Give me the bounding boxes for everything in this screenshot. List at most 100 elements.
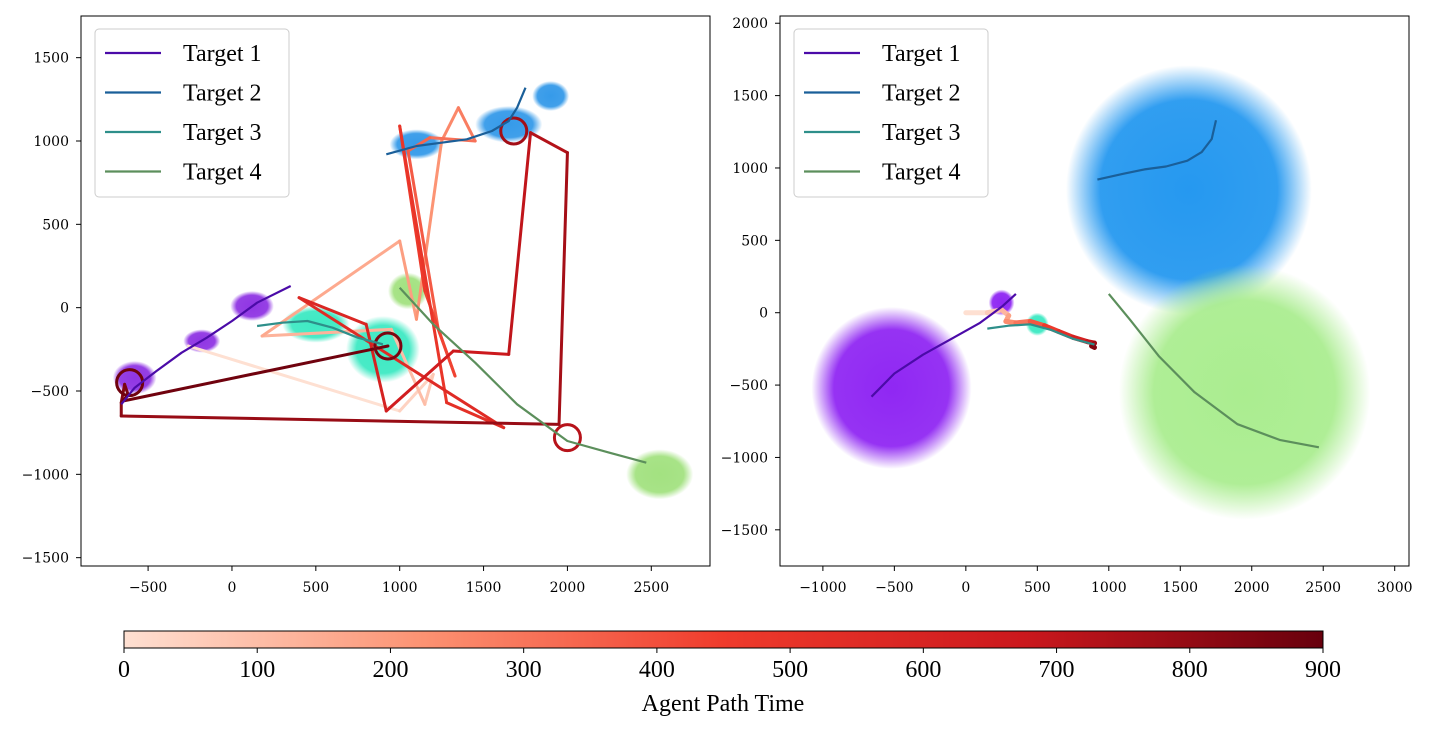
- uncertainty-blob-target-4: [1118, 264, 1371, 520]
- colorbar-tick-label: 400: [639, 657, 675, 683]
- right-y-ticks: −1500 −1000 −500 0 500 1000 1500 2000: [721, 16, 780, 539]
- right-x-ticks: −1000 −500 0 500 1000 1500 2000 2500 3000: [799, 566, 1413, 596]
- colorbar-tick-label: 100: [239, 657, 275, 683]
- agent-path-segment: [260, 239, 402, 338]
- y-tick-label: −500: [31, 384, 69, 400]
- y-tick-label: 2000: [732, 16, 768, 32]
- x-tick-label: 2500: [1305, 580, 1341, 596]
- agent-path-segment: [406, 149, 440, 331]
- x-tick-label: −1000: [799, 580, 846, 596]
- series-line-target-1: [870, 293, 1017, 398]
- y-tick-label: −1500: [721, 523, 768, 539]
- colorbar: 0 100 200 300 400 500 600 700 800 900 Agent Path …: [118, 630, 1341, 717]
- left-legend: Target 1 Target 2 Target 3 Target 4: [94, 28, 290, 198]
- series-line-target-2: [386, 87, 527, 156]
- y-tick-label: −1000: [721, 450, 768, 466]
- left-axes-frame: [80, 15, 711, 567]
- agent-path-segment: [398, 239, 418, 321]
- legend-box: [94, 28, 290, 198]
- x-tick-label: −500: [129, 580, 167, 596]
- x-tick-label: 1000: [382, 580, 418, 596]
- y-tick-label: 1000: [33, 134, 69, 150]
- agent-path-segment: [121, 344, 390, 403]
- agent-path-segment: [297, 296, 506, 430]
- left-y-ticks: −1500 −1000 −500 0 500 1000 1500: [22, 51, 81, 567]
- right-uncertainty-blobs: [811, 65, 1371, 520]
- y-tick-label: −1500: [22, 551, 69, 567]
- legend-label: Target 2: [882, 81, 961, 107]
- x-tick-label: 3000: [1377, 580, 1413, 596]
- agent-path-segment: [406, 136, 432, 153]
- series-line-target-1: [120, 285, 292, 405]
- legend-box: [793, 28, 989, 198]
- x-tick-label: 500: [1024, 580, 1051, 596]
- series-line-target-4: [1107, 293, 1320, 449]
- right-axes-frame: [779, 15, 1410, 567]
- legend-label: Target 4: [183, 160, 262, 186]
- colorbar-tick-label: 200: [372, 657, 408, 683]
- uncertainty-blob-target-2: [1065, 65, 1312, 315]
- x-tick-label: −500: [875, 580, 913, 596]
- legend-label: Target 4: [882, 160, 961, 186]
- x-tick-label: 2000: [550, 580, 586, 596]
- uncertainty-blob-target-2: [475, 106, 543, 143]
- agent-path-segment: [297, 296, 368, 326]
- agent-path-segment: [398, 124, 449, 405]
- right-target-series: [870, 119, 1320, 449]
- agent-path-segment: [557, 151, 569, 426]
- colorbar-tick-label: 700: [1039, 657, 1075, 683]
- series-line-target-2: [1097, 119, 1218, 181]
- series-line-target-3: [256, 319, 384, 346]
- y-tick-label: 1000: [732, 161, 768, 177]
- uncertainty-blob-target-2: [532, 81, 570, 111]
- agent-path-segment: [414, 139, 444, 321]
- legend-label: Target 1: [882, 41, 961, 67]
- y-tick-label: 0: [759, 306, 768, 322]
- colorbar-label: Agent Path Time: [642, 691, 805, 717]
- y-tick-label: 1500: [732, 89, 768, 105]
- agent-loop-marker: [499, 116, 529, 146]
- x-tick-label: 0: [961, 580, 970, 596]
- legend-label: Target 3: [882, 120, 961, 146]
- agent-path-segment: [364, 322, 388, 413]
- agent-path-segment: [507, 131, 533, 356]
- series-line-target-4: [398, 286, 647, 464]
- y-tick-label: 500: [741, 233, 768, 249]
- agent-path-segment: [260, 327, 393, 338]
- x-tick-label: 1500: [466, 580, 502, 596]
- y-tick-label: 1500: [33, 51, 69, 67]
- agent-path-segment: [456, 106, 477, 143]
- agent-path-segment: [1089, 343, 1097, 350]
- x-tick-label: 2500: [633, 580, 669, 596]
- right-panel: −1000 −500 0 500 1000 1500 2000 2500 3000 −1500−…: [721, 15, 1413, 596]
- agent-path-segment: [423, 372, 435, 406]
- colorbar-ticks: 0 100 200 300 400 500 600 700 800 900: [118, 648, 1341, 683]
- agent-path-segment: [384, 349, 455, 413]
- y-tick-label: −500: [730, 378, 768, 394]
- agent-path-segment: [123, 382, 130, 396]
- x-tick-label: 1500: [1162, 580, 1198, 596]
- uncertainty-blob-target-4: [626, 449, 694, 500]
- y-tick-label: 500: [42, 217, 69, 233]
- y-tick-label: 0: [60, 301, 69, 317]
- x-tick-label: 2000: [1234, 580, 1270, 596]
- uncertainty-blob-target-1: [811, 306, 972, 470]
- colorbar-tick-label: 600: [905, 657, 941, 683]
- x-tick-label: 500: [302, 580, 329, 596]
- colorbar-tick-label: 500: [772, 657, 808, 683]
- colorbar-tick-label: 0: [118, 657, 130, 683]
- agent-path-segment: [186, 344, 402, 413]
- colorbar-tick-label: 800: [1172, 657, 1208, 683]
- legend-label: Target 1: [183, 41, 262, 67]
- colorbar-tick-label: 300: [506, 657, 542, 683]
- agent-loop-marker: [373, 331, 403, 361]
- agent-path-segment: [440, 106, 460, 143]
- agent-path-segment: [119, 414, 561, 426]
- y-tick-label: −1000: [22, 467, 69, 483]
- agent-path-segment: [1041, 323, 1062, 335]
- agent-path-segment: [529, 131, 569, 155]
- left-x-ticks: −500 0 500 1000 1500 2000 2500: [129, 566, 669, 596]
- legend-label: Target 2: [183, 81, 262, 107]
- x-tick-label: 1000: [1091, 580, 1127, 596]
